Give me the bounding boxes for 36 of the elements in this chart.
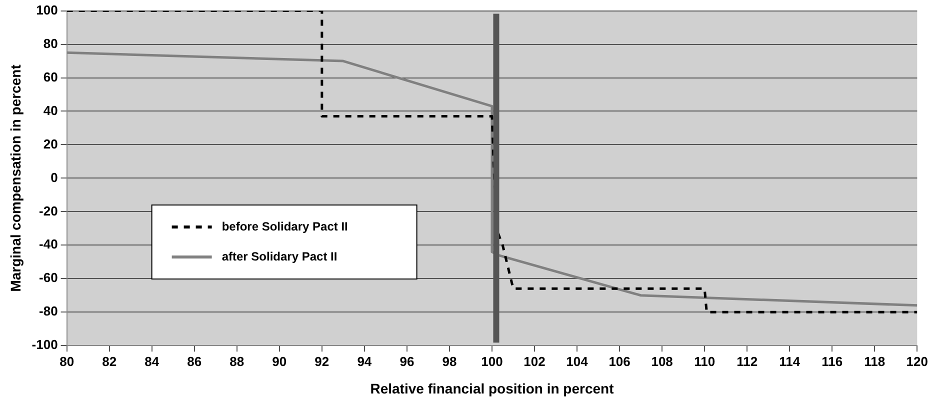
x-tick-label: 94	[357, 354, 372, 369]
y-tick-label: -40	[39, 236, 58, 252]
x-tick-label: 88	[230, 354, 244, 369]
legend-label: after Solidary Pact II	[222, 249, 338, 264]
x-tick-label: 110	[694, 354, 716, 369]
y-tick-label: -20	[39, 203, 58, 218]
x-tick-label: 120	[906, 354, 928, 369]
x-tick-label: 96	[400, 354, 414, 369]
y-tick-label: -60	[39, 270, 58, 286]
x-axis-title: Relative financial position in percent	[370, 380, 614, 396]
x-tick-label: 80	[60, 354, 74, 369]
x-tick-label: 102	[524, 354, 546, 369]
x-tick-label: 92	[314, 354, 330, 369]
x-tick-label: 106	[608, 354, 630, 369]
y-tick-label: 100	[36, 2, 58, 18]
legend-label: before Solidary Pact II	[222, 219, 348, 234]
y-tick-label: -100	[32, 337, 58, 352]
x-tick-label: 86	[187, 354, 202, 369]
x-tick-label: 116	[822, 354, 843, 369]
x-tick-label: 104	[566, 354, 589, 369]
y-tick-label: 40	[43, 102, 58, 118]
y-tick-label: 80	[43, 36, 58, 51]
x-tick-label: 114	[779, 354, 801, 369]
y-tick-label: 0	[50, 170, 58, 185]
y-tick-label: 20	[43, 136, 58, 152]
x-tick-label: 100	[481, 354, 503, 369]
x-tick-label: 112	[736, 354, 758, 369]
y-axis-title: Marginal compensation in percent	[7, 64, 24, 292]
y-tick-label: 60	[43, 69, 58, 84]
x-tick-label: 118	[864, 354, 886, 369]
x-tick-label: 108	[651, 354, 673, 369]
x-tick-label: 98	[442, 354, 457, 369]
y-tick-label: -80	[39, 304, 58, 319]
x-tick-label: 84	[144, 354, 160, 369]
x-tick-label: 90	[272, 354, 287, 369]
x-tick-label: 82	[102, 354, 117, 369]
